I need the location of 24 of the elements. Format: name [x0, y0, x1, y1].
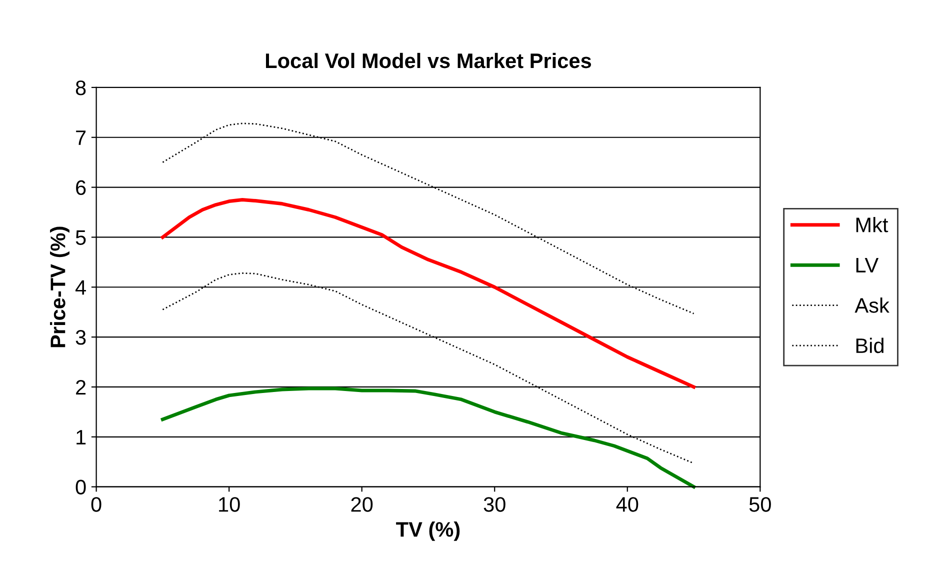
y-tick-label: 0 — [76, 480, 86, 495]
y-tick-label: 8 — [76, 80, 86, 96]
x-tick-label: 30 — [484, 497, 506, 512]
legend-label: Bid — [856, 338, 884, 354]
x-tick-label: 40 — [616, 497, 638, 512]
y-tick-label: 7 — [76, 130, 86, 145]
y-axis-title: Price-TV (%) — [50, 226, 70, 348]
x-tick-label: 0 — [91, 497, 102, 512]
line-series — [160, 386, 696, 489]
line-series — [160, 198, 696, 389]
y-tick-label: 1 — [76, 430, 86, 444]
x-tick-label: 10 — [219, 497, 240, 512]
x-tick-label: 20 — [351, 497, 373, 512]
y-tick-label: 6 — [76, 180, 86, 196]
chart-title: Local Vol Model vs Market Prices — [266, 52, 592, 68]
x-tick-label: 50 — [749, 497, 771, 512]
legend-label: Mkt — [856, 217, 888, 232]
y-tick-label: 4 — [75, 280, 86, 295]
x-axis-title: TV (%) — [396, 522, 460, 541]
y-tick-label: 2 — [76, 380, 86, 395]
legend-label: Ask — [854, 298, 890, 313]
y-tick-label: 3 — [76, 330, 86, 345]
y-tick-label: 5 — [76, 230, 86, 245]
legend-label: LV — [856, 258, 879, 272]
